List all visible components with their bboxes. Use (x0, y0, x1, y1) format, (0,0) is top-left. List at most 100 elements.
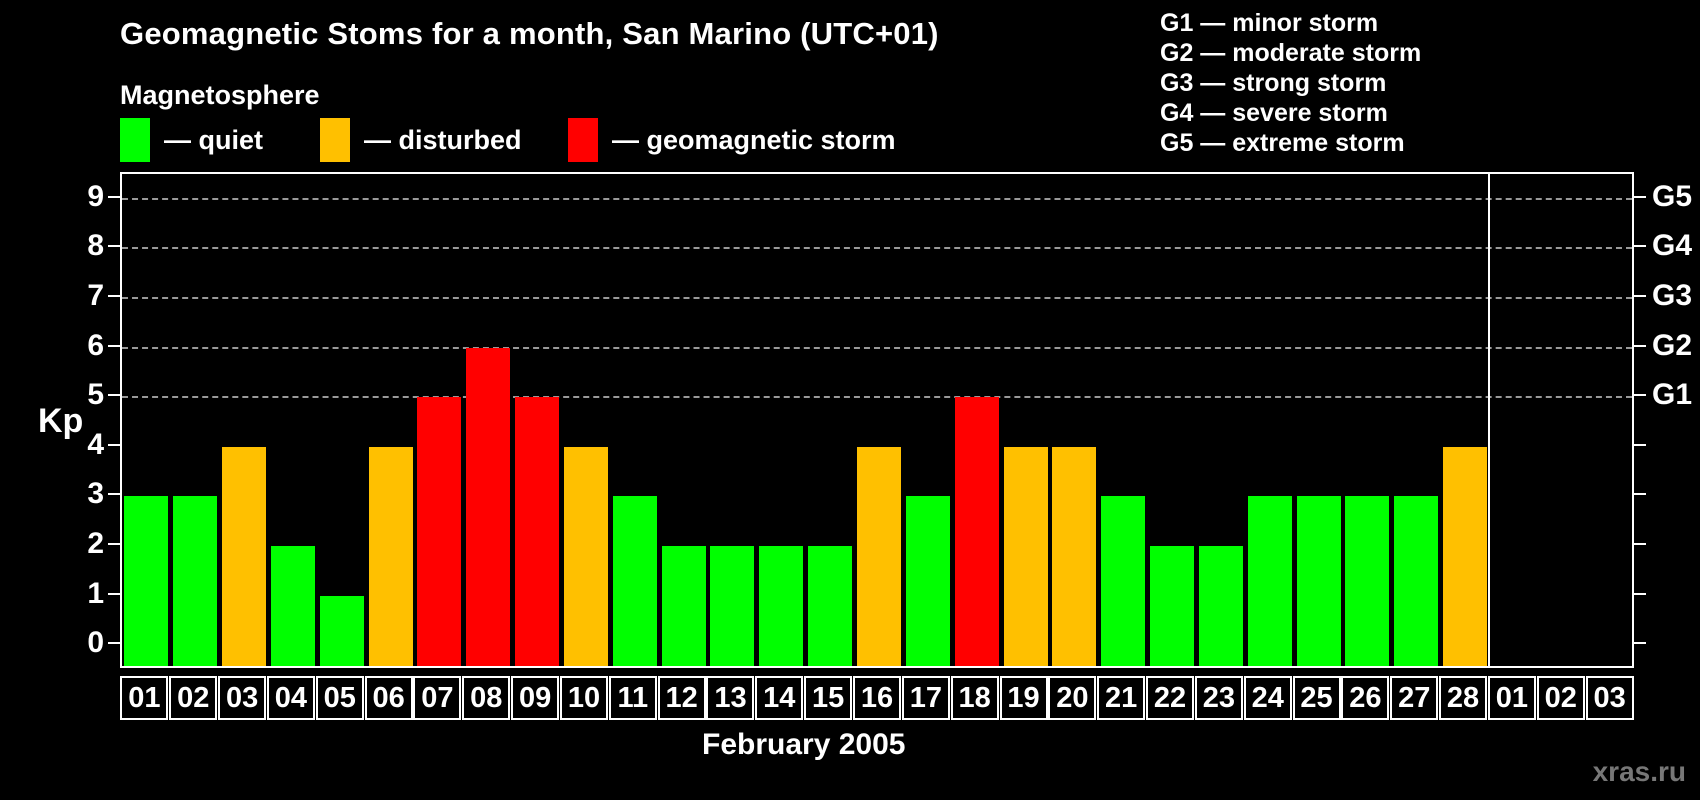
y-tick-mark-left (108, 245, 120, 248)
day-label-box: 01 (1487, 676, 1536, 720)
month-separator-line (1488, 174, 1491, 666)
legend-label-disturbed: — disturbed (364, 124, 522, 155)
g-scale-legend: G1 — minor storm G2 — moderate storm G3 … (1160, 8, 1421, 158)
day-label-box: 13 (706, 676, 755, 720)
y-tick-label: 0 (87, 626, 104, 660)
kp-bar (1443, 446, 1488, 666)
y-tick-mark-left (108, 592, 120, 595)
g-scale-tick-label: G5 (1652, 179, 1693, 213)
kp-bar (1296, 496, 1341, 666)
kp-bar (1394, 496, 1439, 666)
y-tick-mark-left (108, 443, 120, 446)
y-tick-mark-left (108, 543, 120, 545)
kp-bar (661, 546, 706, 666)
day-label-box: 09 (511, 676, 560, 720)
y-axis-label: Kp (38, 402, 84, 440)
g-legend-line-g4: G4 — severe storm (1160, 99, 1388, 127)
chart-title: Geomagnetic Stoms for a month, San Marin… (120, 16, 939, 51)
day-label-box: 22 (1146, 676, 1195, 720)
storm-swatch-icon (568, 118, 598, 162)
day-label-box: 21 (1097, 676, 1146, 720)
day-label-box: 26 (1341, 676, 1390, 720)
kp-bar (466, 347, 511, 666)
y-tick-label: 8 (87, 229, 104, 263)
quiet-swatch-icon (120, 118, 150, 162)
day-label-box: 04 (266, 676, 315, 720)
day-label-box: 02 (169, 676, 218, 720)
legend-label-quiet: — quiet (164, 124, 263, 155)
plot-area (120, 172, 1634, 668)
y-tick-mark-right (1634, 295, 1646, 297)
y-tick-label: 9 (87, 179, 104, 213)
legend-item-storm: — geomagnetic storm (568, 118, 896, 162)
g-scale-tick-label: G3 (1652, 279, 1693, 312)
y-tick-label: 2 (87, 527, 104, 560)
y-tick-label: 6 (87, 328, 104, 362)
kp-bar (124, 496, 169, 666)
g-legend-line-g5: G5 — extreme storm (1160, 129, 1405, 157)
kp-bar (759, 546, 804, 666)
day-label-box: 12 (657, 676, 706, 720)
kp-bar (905, 496, 950, 666)
y-tick-mark-right (1634, 394, 1646, 397)
y-tick-mark-left (108, 493, 120, 496)
kp-bar (954, 397, 999, 666)
kp-bar (808, 546, 853, 666)
day-label-box: 03 (1585, 676, 1634, 720)
y-tick-mark-right (1634, 543, 1646, 545)
gridline-kp9 (122, 197, 1632, 200)
watermark: xras.ru (1592, 756, 1686, 787)
kp-bar (515, 397, 560, 666)
day-label-box: 01 (120, 676, 169, 720)
kp-bar (1052, 446, 1097, 666)
x-axis-month-label: February 2005 (702, 728, 906, 761)
g-scale-tick-label: G2 (1652, 328, 1693, 362)
y-tick-mark-right (1634, 642, 1646, 645)
y-tick-mark-left (108, 642, 120, 645)
day-label-box: 18 (950, 676, 999, 720)
y-tick-label: 1 (87, 576, 104, 610)
day-label-box: 20 (1048, 676, 1097, 720)
y-tick-label: 5 (87, 378, 104, 412)
y-tick-mark-left (108, 195, 120, 198)
disturbed-swatch-icon (320, 118, 350, 162)
y-tick-mark-left (108, 344, 120, 347)
g-legend-line-g3: G3 — strong storm (1160, 69, 1387, 97)
kp-bar (857, 446, 901, 666)
day-label-box: 25 (1292, 676, 1341, 720)
day-label-box: 28 (1439, 676, 1488, 720)
day-label-box: 03 (218, 676, 267, 720)
kp-bar (710, 546, 755, 666)
day-label-box: 16 (853, 676, 901, 720)
y-tick-mark-right (1634, 443, 1646, 446)
day-label-box: 05 (315, 676, 364, 720)
day-label-box: 08 (462, 676, 511, 720)
g-scale-tick-label: G4 (1652, 229, 1693, 263)
day-label-box: 15 (804, 676, 853, 720)
legend-item-quiet: — quiet (120, 118, 263, 162)
kp-bar (222, 446, 267, 666)
day-label-box: 11 (608, 676, 657, 720)
day-label-box: 17 (901, 676, 950, 720)
g-legend-line-g1: G1 — minor storm (1160, 9, 1379, 37)
day-label-box: 24 (1243, 676, 1292, 720)
kp-bar (368, 446, 413, 666)
day-label-box: 14 (755, 676, 804, 720)
day-label-box: 02 (1536, 676, 1585, 720)
gridline-kp6 (122, 346, 1632, 349)
y-tick-mark-left (108, 295, 120, 297)
y-tick-label: 7 (87, 279, 104, 312)
kp-bar (173, 496, 218, 666)
kp-bar (319, 595, 364, 666)
y-tick-label: 4 (87, 427, 104, 461)
day-label-box: 07 (413, 676, 462, 720)
y-tick-mark-left (108, 394, 120, 397)
kp-bar (270, 546, 315, 666)
gridline-kp7 (122, 297, 1632, 299)
y-tick-mark-right (1634, 344, 1646, 347)
y-tick-mark-right (1634, 493, 1646, 496)
day-label-box: 19 (999, 676, 1048, 720)
day-label-box: 27 (1390, 676, 1439, 720)
kp-bar (1345, 496, 1390, 666)
